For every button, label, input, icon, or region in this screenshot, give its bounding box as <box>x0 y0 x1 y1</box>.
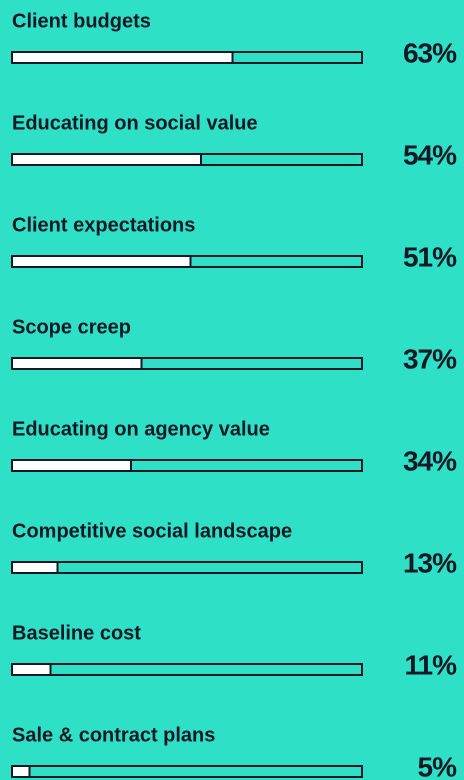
category-label: Scope creep <box>12 316 131 338</box>
bar <box>11 153 202 166</box>
bar <box>11 459 132 472</box>
value-label: 13% <box>403 547 457 578</box>
bar <box>11 51 234 64</box>
value-label: 54% <box>403 139 457 170</box>
bar <box>11 255 192 268</box>
bar-track <box>11 663 363 676</box>
category-label: Client expectations <box>12 214 195 236</box>
bar <box>11 357 143 370</box>
category-label: Competitive social landscape <box>12 520 292 542</box>
bar <box>11 765 31 778</box>
value-label: 5% <box>418 751 458 780</box>
category-label: Educating on social value <box>12 112 258 134</box>
value-label: 34% <box>403 445 457 476</box>
bar <box>11 663 52 676</box>
value-label: 37% <box>403 343 457 374</box>
value-label: 51% <box>403 241 457 272</box>
value-label: 63% <box>403 37 457 68</box>
category-label: Sale & contract plans <box>12 724 215 746</box>
bar-track <box>11 765 363 778</box>
bar <box>11 561 59 574</box>
value-label: 11% <box>405 649 458 680</box>
category-label: Baseline cost <box>12 622 141 644</box>
category-label: Client budgets <box>12 10 151 32</box>
category-label: Educating on agency value <box>12 418 270 440</box>
bar-track <box>11 561 363 574</box>
